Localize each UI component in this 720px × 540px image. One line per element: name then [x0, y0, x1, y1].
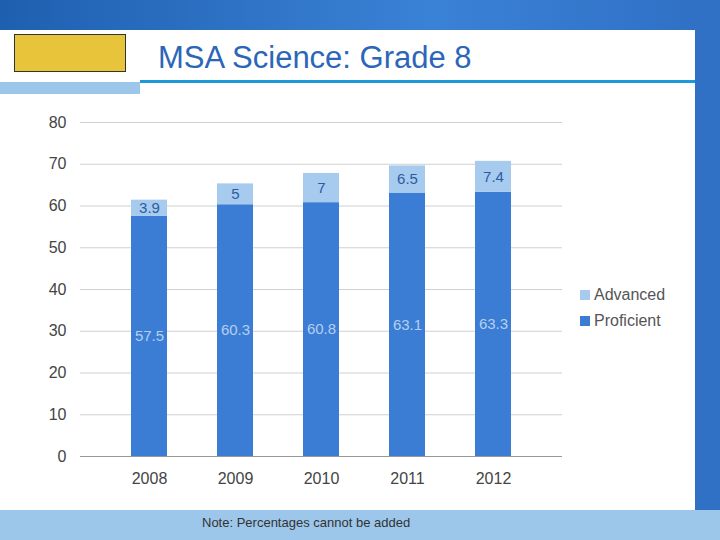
svg-text:63.1: 63.1 — [393, 316, 422, 333]
svg-text:80: 80 — [49, 114, 67, 131]
svg-text:20: 20 — [49, 364, 67, 381]
svg-text:0: 0 — [58, 448, 67, 465]
svg-text:10: 10 — [49, 406, 67, 423]
svg-text:2008: 2008 — [132, 470, 168, 487]
svg-text:3.9: 3.9 — [139, 199, 160, 216]
svg-text:2009: 2009 — [218, 470, 254, 487]
html-text:MSA Science: Grade 8: MSA Science: Grade 8 — [158, 40, 472, 75]
svg-text:60: 60 — [49, 197, 67, 214]
svg-text:57.5: 57.5 — [135, 327, 164, 344]
html-text:Advanced: Advanced — [594, 286, 666, 303]
svg-text:2011: 2011 — [390, 470, 425, 487]
svg-text:5: 5 — [231, 185, 239, 202]
svg-text:7: 7 — [317, 179, 325, 196]
svg-text:70: 70 — [49, 155, 67, 172]
html-text:Note: Percentages cannot be ad: Note: Percentages cannot be added — [202, 515, 411, 530]
svg-text:40: 40 — [49, 281, 67, 298]
svg-text:7.4: 7.4 — [483, 168, 504, 185]
svg-text:63.3: 63.3 — [479, 315, 508, 332]
svg-text:30: 30 — [49, 322, 67, 339]
svg-text:2012: 2012 — [476, 470, 512, 487]
html-text:Proficient: Proficient — [594, 312, 661, 329]
svg-text:50: 50 — [49, 239, 67, 256]
svg-text:60.8: 60.8 — [307, 320, 336, 337]
svg-text:6.5: 6.5 — [397, 170, 418, 187]
svg-text:60.3: 60.3 — [221, 321, 250, 338]
svg-text:2010: 2010 — [304, 470, 340, 487]
